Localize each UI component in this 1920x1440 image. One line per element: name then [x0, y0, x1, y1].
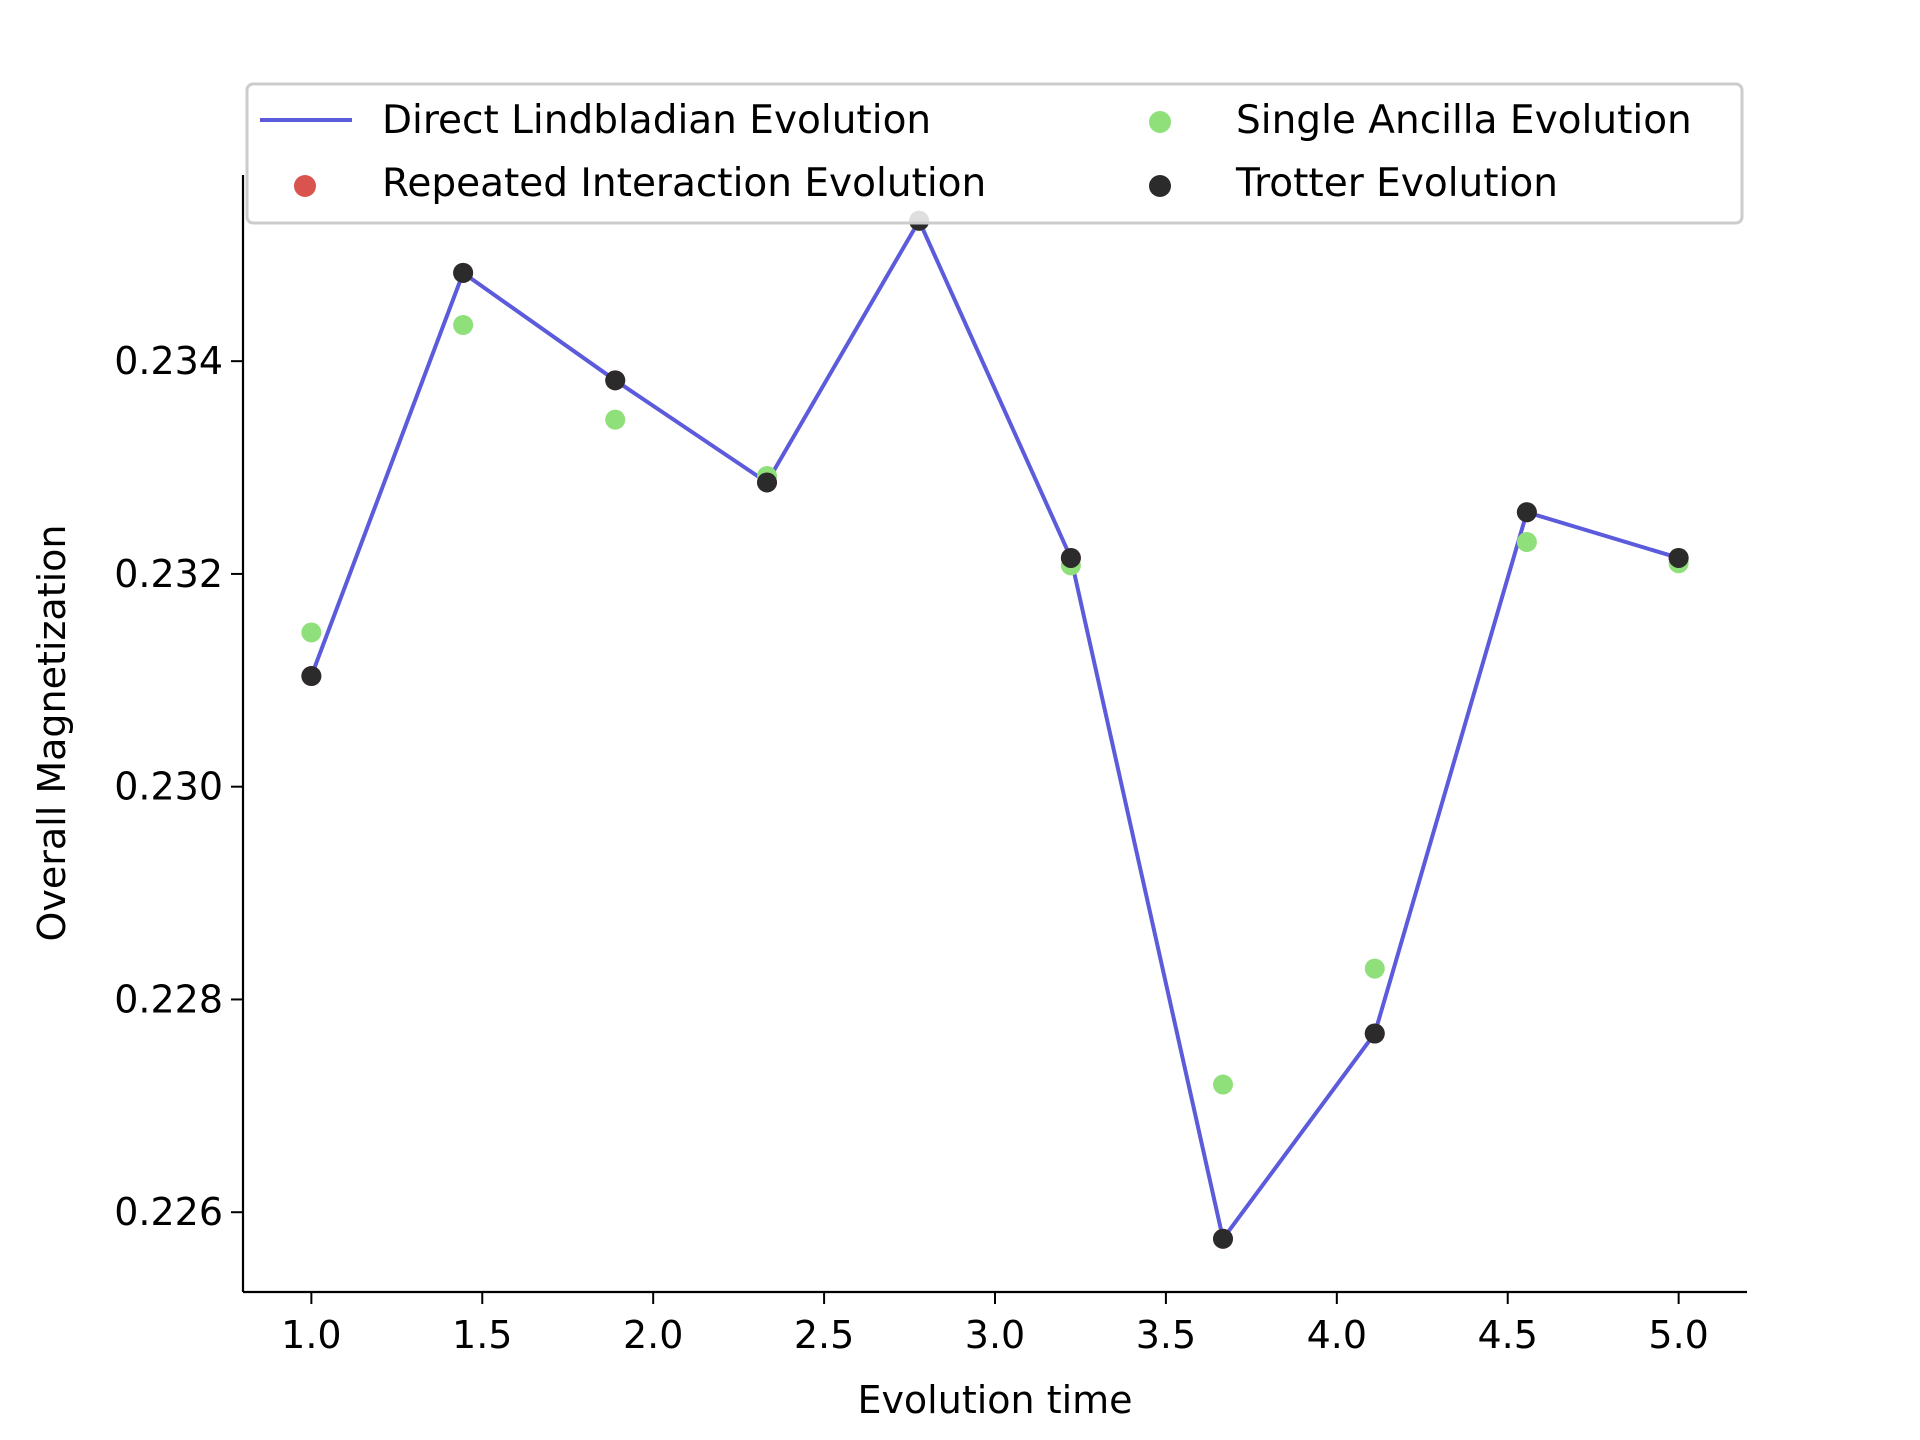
data-point-single	[605, 409, 626, 430]
series-line-direct	[309, 216, 1680, 1244]
data-point-trotter	[1364, 1023, 1385, 1044]
legend-swatch-repeated	[294, 175, 316, 197]
y-tick-label: 0.230	[114, 765, 223, 809]
x-tick-label: 4.0	[1307, 1313, 1367, 1357]
x-tick-label: 4.5	[1478, 1313, 1538, 1357]
legend: Direct Lindbladian Evolution Repeated In…	[245, 82, 1744, 225]
data-point-trotter	[605, 370, 626, 391]
y-tick-label: 0.232	[114, 552, 223, 596]
legend-swatch-single	[1149, 111, 1171, 133]
legend-frame	[245, 82, 1744, 225]
data-point-trotter	[1668, 547, 1689, 568]
data-point-single	[1212, 1074, 1233, 1095]
legend-label-trotter: Trotter Evolution	[1235, 161, 1558, 206]
x-tick-label: 5.0	[1648, 1313, 1708, 1357]
plot-area	[301, 210, 1689, 1249]
y-axis-title: Overall Magnetization	[30, 524, 74, 941]
x-tick-label: 3.5	[1136, 1313, 1196, 1357]
axes	[241, 175, 1747, 1294]
x-tick-label: 1.5	[452, 1313, 512, 1357]
data-point-single	[1364, 958, 1385, 979]
data-point-trotter	[757, 472, 778, 493]
data-point-trotter	[453, 262, 474, 283]
data-point-trotter	[301, 666, 322, 687]
legend-label-direct: Direct Lindbladian Evolution	[382, 98, 931, 143]
y-tick-label: 0.228	[114, 977, 223, 1021]
data-point-trotter	[1212, 1228, 1233, 1249]
data-point-single	[453, 314, 474, 335]
data-point-single	[301, 622, 322, 643]
legend-label-single: Single Ancilla Evolution	[1236, 98, 1692, 143]
data-point-trotter	[1516, 502, 1537, 523]
y-tick-label: 0.234	[114, 339, 223, 383]
x-tick-label: 1.0	[281, 1313, 341, 1357]
x-ticks: 1.0 1.5 2.0 2.5 3.0 3.5 4.0 4.5 5.0	[281, 1292, 1709, 1357]
legend-swatch-trotter	[1149, 175, 1171, 197]
y-tick-label: 0.226	[114, 1190, 223, 1234]
legend-label-repeated: Repeated Interaction Evolution	[382, 161, 986, 206]
y-ticks: 0.226 0.228 0.230 0.232 0.234	[114, 339, 243, 1234]
x-axis-title: Evolution time	[857, 1378, 1132, 1422]
x-tick-label: 2.0	[623, 1313, 683, 1357]
data-point-trotter	[1060, 547, 1081, 568]
data-point-single	[1516, 532, 1537, 553]
x-tick-label: 2.5	[794, 1313, 854, 1357]
x-tick-label: 3.0	[965, 1313, 1025, 1357]
